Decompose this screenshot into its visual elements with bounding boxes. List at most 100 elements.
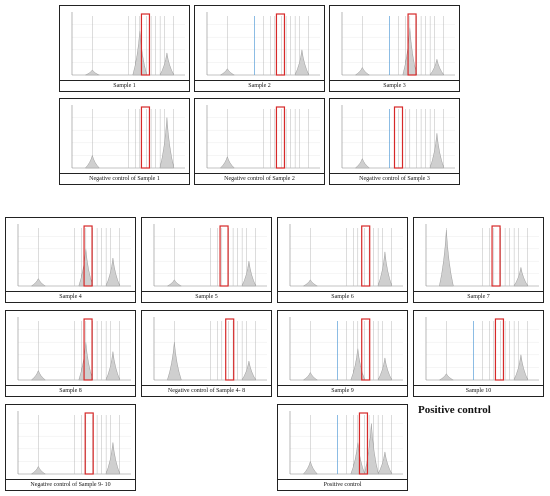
peak (30, 277, 47, 287)
panel-caption: Sample 1 (60, 80, 189, 91)
electropherogram-panel: Negative control of Sample 3 (329, 98, 460, 185)
highlight-box (275, 13, 286, 76)
highlight-box (275, 106, 286, 169)
peak (84, 154, 100, 169)
panel-caption: Sample 9 (278, 385, 407, 396)
electropherogram-panel: Sample 1 (59, 5, 190, 92)
peak (350, 348, 366, 381)
panel-caption: Sample 4 (6, 291, 135, 302)
peak (105, 258, 121, 287)
peak (30, 465, 47, 475)
peak (105, 351, 121, 381)
electropherogram-plot (153, 317, 267, 381)
peak (513, 354, 529, 381)
peak (377, 357, 393, 381)
highlight-box (219, 225, 229, 287)
peak (354, 157, 371, 169)
electropherogram-panel: Sample 3 (329, 5, 460, 92)
electropherogram-plot (71, 12, 185, 76)
electropherogram-plot (206, 12, 320, 76)
electropherogram-panel: Sample 10 (413, 310, 544, 397)
peak (439, 373, 454, 381)
electropherogram-panel: Positive control (277, 404, 408, 491)
electropherogram-panel: Sample 8 (5, 310, 136, 397)
peak (354, 66, 371, 76)
peak (78, 248, 94, 287)
electropherogram-panel: Negative control of Sample 2 (194, 98, 325, 185)
electropherogram-plot (289, 224, 403, 287)
panel-caption: Negative control of Sample 2 (195, 173, 324, 184)
peak (302, 460, 318, 475)
highlight-box (407, 13, 417, 76)
electropherogram-plot (289, 317, 403, 381)
electropherogram-panel: Sample 7 (413, 217, 544, 303)
highlight-box (83, 225, 93, 287)
panel-caption: Sample 7 (414, 291, 543, 302)
peak (429, 133, 445, 169)
electropherogram-panel: Sample 4 (5, 217, 136, 303)
electropherogram-plot (71, 105, 185, 169)
peak (377, 451, 393, 475)
highlight-box (494, 318, 505, 381)
panel-caption: Negative control of Sample 4- 8 (142, 385, 271, 396)
electropherogram-plot (341, 105, 455, 169)
peak (402, 27, 418, 76)
positive-control-heading: Positive control (418, 404, 491, 416)
highlight-box (358, 412, 369, 475)
panel-caption: Sample 8 (6, 385, 135, 396)
peak (377, 251, 393, 287)
electropherogram-plot (17, 411, 131, 475)
peak (429, 59, 445, 76)
panel-caption: Negative control of Sample 1 (60, 173, 189, 184)
electropherogram-panel: Negative control of Sample 4- 8 (141, 310, 272, 397)
peak (303, 279, 318, 287)
peak (241, 261, 257, 287)
panel-caption: Negative control of Sample 9- 10 (6, 479, 135, 490)
panel-caption: Sample 3 (330, 80, 459, 91)
peak (439, 230, 454, 287)
panel-caption: Positive control (278, 479, 407, 490)
highlight-box (361, 225, 371, 287)
highlight-box (225, 318, 235, 381)
electropherogram-plot (206, 105, 320, 169)
electropherogram-plot (425, 224, 539, 287)
panel-caption: Negative control of Sample 3 (330, 173, 459, 184)
peak (166, 342, 182, 381)
electropherogram-panel: Sample 6 (277, 217, 408, 303)
peak (350, 442, 366, 475)
electropherogram-panel: Negative control of Sample 9- 10 (5, 404, 136, 491)
peak (241, 361, 257, 381)
panel-caption: Sample 6 (278, 291, 407, 302)
peak (302, 371, 319, 381)
peak (132, 30, 148, 76)
electropherogram-panel: Sample 9 (277, 310, 408, 397)
highlight-box (361, 318, 371, 381)
highlight-box (491, 225, 501, 287)
peak (220, 68, 235, 76)
highlight-box (393, 106, 404, 169)
electropherogram-panel: Negative control of Sample 1 (59, 98, 190, 185)
peak (78, 342, 94, 381)
electropherogram-plot (153, 224, 267, 287)
electropherogram-plot (17, 224, 131, 287)
peak (159, 117, 175, 169)
electropherogram-plot (289, 411, 403, 475)
electropherogram-plot (17, 317, 131, 381)
peak (30, 369, 47, 381)
electropherogram-panel: Sample 2 (194, 5, 325, 92)
peak (85, 69, 100, 76)
peak (219, 155, 235, 169)
panel-caption: Sample 2 (195, 80, 324, 91)
panel-caption: Sample 10 (414, 385, 543, 396)
highlight-box (140, 13, 151, 76)
highlight-box (140, 106, 151, 169)
electropherogram-plot (341, 12, 455, 76)
peak (167, 279, 182, 287)
highlight-box (83, 318, 93, 381)
panel-caption: Sample 5 (142, 291, 271, 302)
peak (159, 52, 175, 76)
peak (105, 442, 121, 475)
electropherogram-plot (425, 317, 539, 381)
peak (513, 267, 529, 287)
highlight-box (84, 412, 94, 475)
